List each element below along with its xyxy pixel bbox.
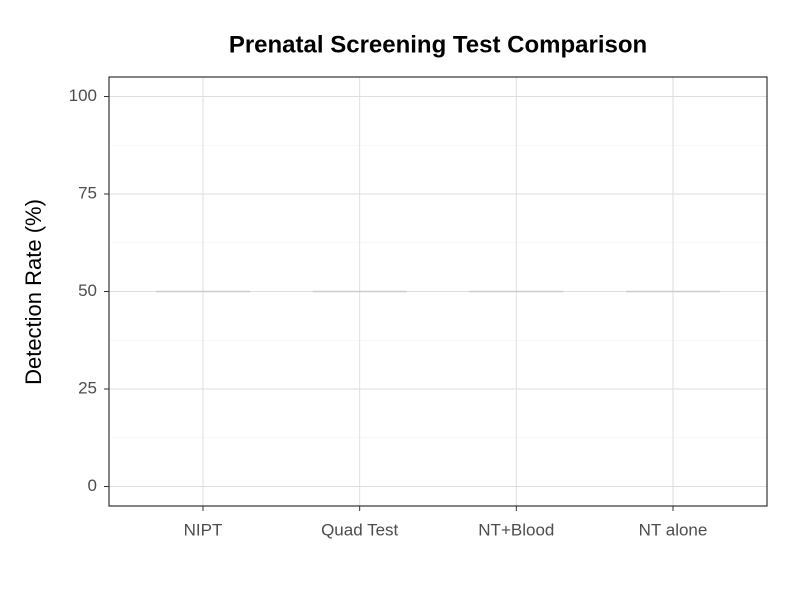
- x-tick-label: Quad Test: [321, 520, 398, 539]
- x-tick-label: NT alone: [639, 520, 708, 539]
- y-axis-label: Detection Rate (%): [21, 199, 46, 385]
- x-tick-label: NT+Blood: [478, 520, 554, 539]
- panel-border: [108, 76, 768, 507]
- y-tick-label: 25: [78, 378, 97, 397]
- y-tick-label: 100: [69, 86, 97, 105]
- y-tick-label: 0: [88, 476, 97, 495]
- x-tick-label: NIPT: [184, 520, 223, 539]
- y-tick-label: 50: [78, 281, 97, 300]
- chart-title: Prenatal Screening Test Comparison: [229, 31, 647, 58]
- y-tick-label: 75: [78, 183, 97, 202]
